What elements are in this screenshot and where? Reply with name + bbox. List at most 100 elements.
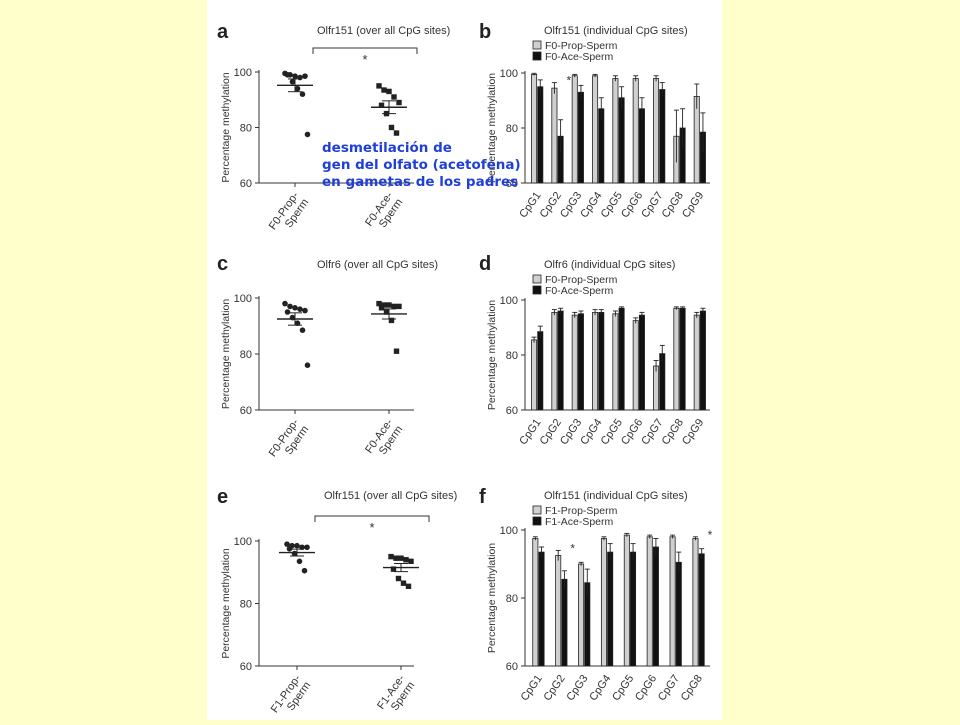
- bar: [537, 86, 544, 184]
- data-point: [297, 306, 303, 313]
- data-point: [284, 309, 291, 315]
- significance-marker: *: [570, 541, 575, 555]
- bar: [555, 555, 562, 667]
- x-category-label: CpG5: [610, 673, 636, 703]
- legend-swatch: [532, 285, 542, 295]
- legend-swatch: [532, 40, 542, 50]
- x-category-label: CpG4: [587, 673, 613, 703]
- x-category-label: F1-Ace-Sperm: [375, 673, 417, 719]
- data-point: [386, 302, 392, 308]
- chart-title: Olfr6 (individual CpG sites): [544, 259, 675, 271]
- data-point: [383, 309, 390, 315]
- data-point: [304, 544, 310, 551]
- x-category-label: CpG3: [564, 673, 590, 703]
- data-point: [294, 85, 301, 92]
- y-tick-label: 60: [240, 661, 252, 673]
- panel-e: e Olfr151 (over all CpG sites) 60 80 100Perc…: [217, 486, 457, 720]
- y-tick-label: 60: [240, 178, 252, 190]
- panel-d: d Olfr6 (individual CpG sites) 60 80 100Perc…: [479, 253, 710, 447]
- data-point: [296, 558, 303, 565]
- data-point: [386, 88, 392, 95]
- chart-title: Olfr6 (over all CpG sites): [317, 259, 438, 271]
- legend-label: F0-Ace-Sperm: [545, 51, 614, 63]
- bar: [679, 307, 686, 411]
- chart-title: Olfr151 (over all CpG sites): [317, 25, 450, 37]
- chart-title: Olfr151 (individual CpG sites): [544, 25, 688, 37]
- y-tick-label: 80: [240, 599, 252, 611]
- bar: [638, 314, 645, 411]
- bar: [577, 91, 584, 184]
- data-point: [302, 307, 308, 314]
- bar: [612, 313, 619, 411]
- bar: [578, 563, 585, 667]
- x-category-label: F0-Ace-Sperm: [363, 190, 405, 236]
- data-point: [395, 575, 402, 582]
- bar: [632, 78, 639, 184]
- bar: [675, 561, 682, 667]
- bar: [693, 314, 700, 411]
- data-point: [286, 546, 293, 552]
- data-point: [292, 73, 298, 79]
- legend-swatch: [532, 274, 542, 284]
- panel-letter-f: f: [479, 486, 486, 508]
- data-point: [289, 78, 296, 85]
- legend-swatch: [532, 516, 542, 526]
- data-point: [388, 553, 394, 560]
- data-point: [376, 83, 382, 89]
- bar: [669, 536, 676, 667]
- legend-swatch: [532, 505, 542, 515]
- bar: [571, 75, 578, 184]
- data-point: [398, 555, 404, 561]
- y-axis-label: Percentage methylation: [486, 73, 498, 183]
- bar: [561, 578, 568, 667]
- legend-label: F1-Prop-Sperm: [545, 505, 618, 517]
- overlay-line-2: gen del olfato (acetofena): [322, 157, 521, 173]
- x-category-label: CpG6: [633, 673, 659, 703]
- data-point: [292, 305, 298, 311]
- bar: [659, 353, 666, 411]
- bar: [618, 307, 625, 411]
- overlay-line-1: desmetilación de: [322, 140, 452, 156]
- data-point: [294, 542, 300, 549]
- significance-bracket: [314, 515, 430, 522]
- legend-swatch: [532, 51, 542, 61]
- data-point: [378, 305, 385, 311]
- panel-letter-b: b: [479, 21, 491, 43]
- data-point: [291, 550, 298, 557]
- y-axis-label: Percentage methylation: [220, 72, 232, 182]
- data-point: [391, 94, 397, 100]
- bar: [652, 546, 659, 667]
- panel-letter-e: e: [217, 486, 228, 508]
- data-point: [396, 99, 402, 106]
- data-point: [393, 555, 399, 561]
- x-category-label: CpG9: [680, 417, 706, 447]
- bar: [646, 536, 653, 667]
- legend-label: F0-Ace-Sperm: [545, 285, 614, 297]
- bar: [592, 311, 599, 411]
- x-category-label: CpG2: [541, 673, 567, 703]
- bar: [698, 553, 705, 667]
- bar: [557, 310, 564, 411]
- data-point: [405, 583, 412, 590]
- y-tick-label: 60: [506, 405, 518, 417]
- bar: [673, 307, 680, 411]
- panel-f: f Olfr151 (individual CpG sites) 60 80 100Pe…: [479, 486, 713, 703]
- x-category-label: F1-Prop-Sperm: [269, 673, 314, 720]
- legend-label: F0-Prop-Sperm: [545, 274, 618, 286]
- x-category-label: CpG1: [519, 673, 545, 703]
- y-tick-label: 100: [234, 67, 252, 79]
- bar: [618, 97, 625, 184]
- bar: [598, 311, 605, 411]
- data-point: [297, 74, 303, 81]
- bar: [612, 78, 619, 184]
- data-point: [282, 300, 288, 307]
- significance-marker: *: [369, 520, 374, 535]
- chart-title: Olfr151 (individual CpG sites): [544, 490, 688, 502]
- bar: [692, 538, 699, 667]
- bar: [598, 108, 605, 184]
- data-point: [301, 567, 308, 574]
- bar: [551, 87, 558, 184]
- x-category-label: F0-Prop-Sperm: [267, 417, 312, 467]
- y-tick-label: 60: [240, 405, 252, 417]
- bar: [532, 538, 539, 667]
